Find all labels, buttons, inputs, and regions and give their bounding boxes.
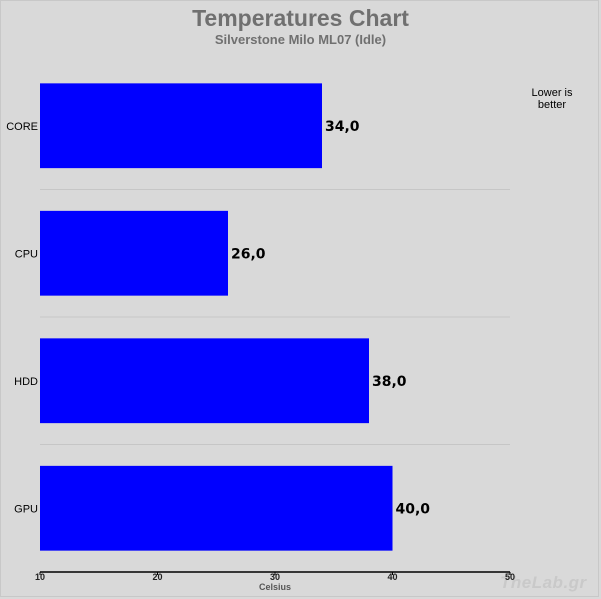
bar-cpu [40,210,228,296]
bar-gpu [40,465,393,551]
x-tick-label: 30 [270,572,280,582]
x-tick-label: 10 [35,572,45,582]
x-tick-label: 20 [152,572,162,582]
category-label: GPU [14,503,38,515]
data-label: 38,0 [372,374,407,390]
chart-title: Temperatures Chart [192,5,409,31]
chart-note: Lower is better [531,87,573,111]
data-label: 26,0 [231,246,266,262]
watermark-logo: TheLab.gr [500,573,587,592]
category-label: CORE [6,121,38,133]
x-axis-title: Celsius [259,582,291,592]
data-label: 34,0 [325,119,360,135]
x-tick-label: 40 [387,572,397,582]
data-label: 40,0 [396,501,431,517]
bar-core [40,83,322,169]
bar-hdd [40,338,369,424]
chart-subtitle: Silverstone Milo ML07 (Idle) [214,32,387,47]
x-tick-label: 50 [505,572,515,582]
category-label: CPU [15,248,38,260]
category-label: HDD [14,376,38,388]
